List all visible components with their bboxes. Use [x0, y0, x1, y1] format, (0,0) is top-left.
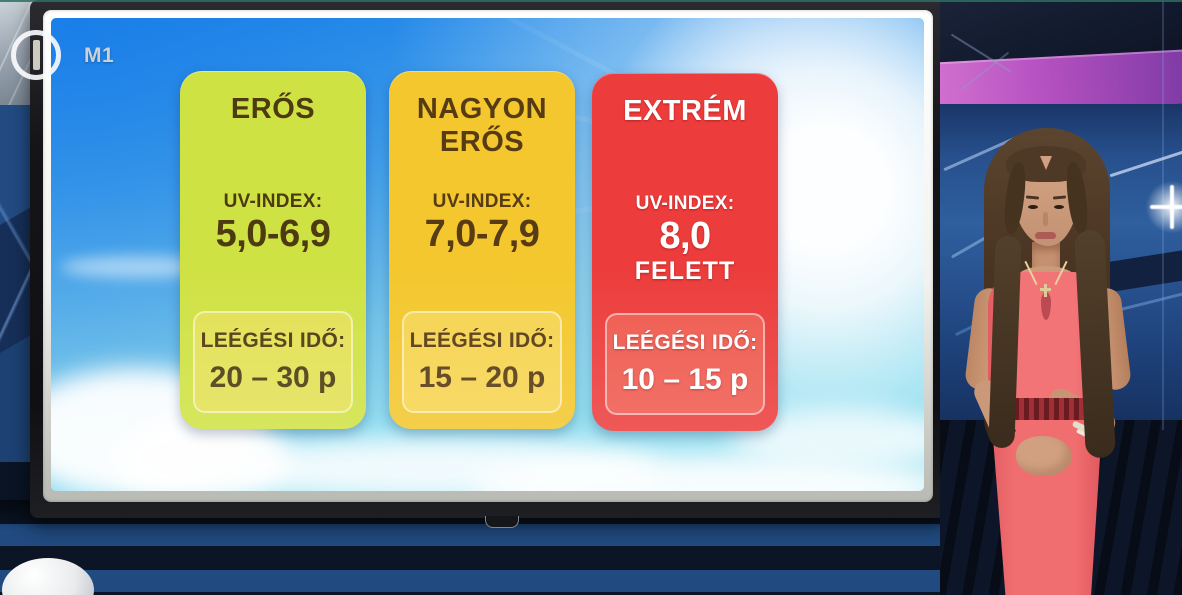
uv-level-title: EXTRÉM: [623, 95, 747, 127]
burn-time-box: LEÉGÉSI IDŐ: 15 – 20 p: [402, 311, 562, 413]
uv-card-extreme: EXTRÉM UV-INDEX: 8,0 FELETT LEÉGÉSI IDŐ:…: [592, 73, 778, 431]
burn-time-label: LEÉGÉSI IDŐ:: [200, 329, 346, 352]
burn-time-label: LEÉGÉSI IDŐ:: [612, 331, 758, 354]
uv-index-label: UV-INDEX:: [432, 191, 532, 212]
uv-card-very-strong: NAGYON ERŐS UV-INDEX: 7,0-7,9 LEÉGÉSI ID…: [389, 71, 575, 429]
uv-index-value: 5,0-6,9: [215, 213, 331, 255]
uv-index-block: UV-INDEX: 7,0-7,9: [389, 191, 575, 255]
burn-time-value: 15 – 20 p: [418, 361, 546, 394]
uv-level-title: NAGYON ERŐS: [416, 93, 548, 158]
uv-index-block: UV-INDEX: 8,0 FELETT: [592, 193, 778, 285]
tv-screen-frame: ERŐS UV-INDEX: 5,0-6,9 LEÉGÉSI IDŐ: 20 –…: [43, 10, 933, 502]
presenter-eye: [1054, 205, 1064, 209]
presenter-nose: [1043, 212, 1048, 226]
uv-level-title: ERŐS: [230, 93, 316, 125]
cloud: [61, 256, 211, 278]
m1-circle-logo: [11, 30, 61, 80]
uv-index-value: 8,0: [659, 215, 711, 257]
weather-graphic-screen: ERŐS UV-INDEX: 5,0-6,9 LEÉGÉSI IDŐ: 20 –…: [51, 18, 924, 491]
m1-watermark: M1: [84, 44, 115, 67]
presenter-dress-keyhole: [1041, 292, 1051, 320]
top-edge-line: [0, 0, 1182, 2]
uv-card-strong: ERŐS UV-INDEX: 5,0-6,9 LEÉGÉSI IDŐ: 20 –…: [180, 71, 366, 429]
tv-screen-bezel: ERŐS UV-INDEX: 5,0-6,9 LEÉGÉSI IDŐ: 20 –…: [30, 0, 946, 518]
sparkle-star-icon: [1142, 177, 1182, 237]
presenter-hands: [1016, 436, 1072, 476]
uv-index-suffix: FELETT: [634, 257, 736, 285]
burn-time-label: LEÉGÉSI IDŐ:: [409, 329, 555, 352]
m1-logo-bar: [32, 40, 40, 70]
burn-time-box: LEÉGÉSI IDŐ: 10 – 15 p: [605, 313, 765, 415]
burn-time-value: 10 – 15 p: [621, 363, 749, 396]
tv-stand-notch: [485, 516, 519, 528]
burn-time-value: 20 – 30 p: [209, 361, 337, 394]
presenter-lips: [1035, 232, 1056, 239]
uv-index-value: 7,0-7,9: [424, 213, 540, 255]
uv-index-label: UV-INDEX:: [635, 193, 735, 214]
uv-index-label: UV-INDEX:: [223, 191, 323, 212]
presenter-eye: [1028, 205, 1038, 209]
uv-index-block: UV-INDEX: 5,0-6,9: [180, 191, 366, 255]
presenter-cross-pendant: [1040, 288, 1051, 291]
burn-time-box: LEÉGÉSI IDŐ: 20 – 30 p: [193, 311, 353, 413]
